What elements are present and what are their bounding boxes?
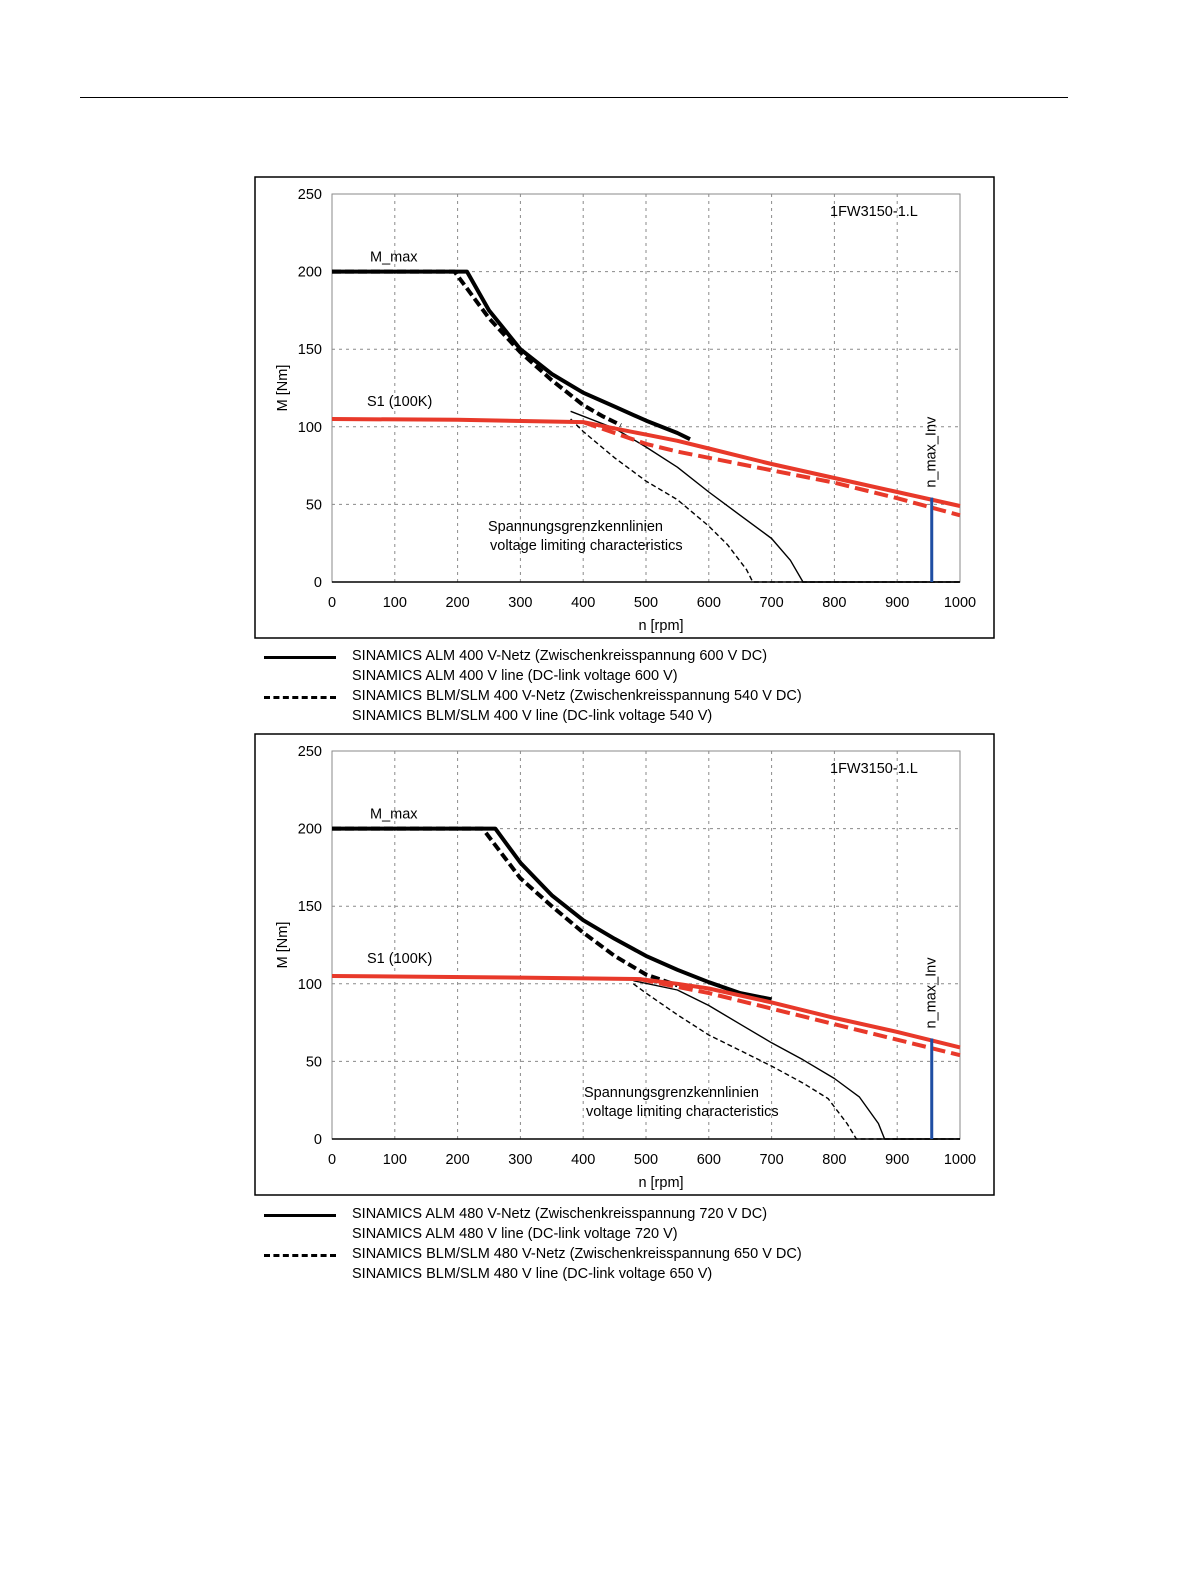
x-tick-label: 400 [571, 595, 595, 611]
legend-entry-blm-en: SINAMICS BLM/SLM 480 V line (DC-link vol… [260, 1264, 960, 1284]
legend-400v: SINAMICS ALM 400 V-Netz (Zwischenkreissp… [260, 646, 960, 726]
legend-solid-line [264, 1214, 336, 1217]
x-tick-label: 1000 [944, 1152, 976, 1168]
s1-label: S1 (100K) [367, 394, 432, 410]
x-tick-label: 800 [822, 595, 846, 611]
y-tick-label: 0 [314, 575, 322, 591]
legend-text-en: SINAMICS BLM/SLM 480 V line (DC-link vol… [352, 1266, 713, 1282]
mmax-label: M_max [370, 807, 418, 823]
x-tick-label: 700 [759, 1152, 783, 1168]
chart-frame [254, 733, 995, 1196]
y-tick-label: 100 [298, 420, 322, 436]
x-tick-label: 900 [885, 595, 909, 611]
legend-text-de: SINAMICS ALM 400 V-Netz (Zwischenkreissp… [352, 648, 768, 664]
legend-480v: SINAMICS ALM 480 V-Netz (Zwischenkreissp… [260, 1204, 960, 1284]
motor-type-label: 1FW3150-1.L [830, 761, 918, 777]
series-red-dashed [582, 420, 961, 518]
torque-speed-chart-400v: 0 100 200 300 400 500 600 700 800 900 1000 0 50 100 15… [254, 176, 995, 639]
legend-text-de: SINAMICS BLM/SLM 400 V-Netz (Zwischenkre… [352, 688, 802, 704]
legend-entry-blm: SINAMICS BLM/SLM 480 V-Netz (Zwischenkre… [260, 1244, 960, 1264]
y-tick-label: 250 [298, 744, 322, 760]
x-tick-label: 100 [383, 1152, 407, 1168]
legend-dashed-line [264, 1254, 336, 1257]
series-black-thin-dashed [632, 983, 960, 1140]
series-black-thick-solid [332, 826, 772, 1002]
legend-text-de: SINAMICS ALM 480 V-Netz (Zwischenkreissp… [352, 1206, 768, 1222]
x-tick-label: 100 [383, 595, 407, 611]
x-tick-label: 200 [445, 1152, 469, 1168]
legend-entry-blm: SINAMICS BLM/SLM 400 V-Netz (Zwischenkre… [260, 686, 960, 706]
x-tick-label: 800 [822, 1152, 846, 1168]
mmax-label: M_max [370, 250, 418, 266]
x-tick-label: 700 [759, 595, 783, 611]
legend-dashed-line [264, 696, 336, 699]
series-red-solid [331, 417, 961, 508]
y-tick-label: 250 [298, 187, 322, 203]
n-max-inv-label: n_max_Inv [924, 416, 940, 488]
header-rule [80, 97, 1068, 98]
x-tick-label: 600 [697, 595, 721, 611]
chart-frame [254, 176, 995, 639]
y-tick-label: 150 [298, 899, 322, 915]
x-tick-label: 900 [885, 1152, 909, 1168]
y-tick-label: 50 [306, 497, 322, 513]
y-tick-label: 0 [314, 1132, 322, 1148]
voltage-limit-label-en: voltage limiting characteristics [490, 538, 683, 554]
voltage-limit-label-en: voltage limiting characteristics [586, 1104, 779, 1120]
series-black-thick-dashed [332, 826, 679, 988]
x-tick-label: 500 [634, 595, 658, 611]
chart-svg-480v: 0 100 200 300 400 500 600 700 800 900 1000 0 50 100 15… [254, 733, 995, 1196]
chart-svg-400v: 0 100 200 300 400 500 600 700 800 900 1000 0 50 100 15… [254, 176, 995, 639]
y-tick-label: 200 [298, 265, 322, 281]
x-tick-label: 600 [697, 1152, 721, 1168]
y-tick-label: 200 [298, 822, 322, 838]
x-tick-label: 200 [445, 595, 469, 611]
series-black-thin-solid [633, 980, 960, 1140]
x-tick-label: 400 [571, 1152, 595, 1168]
voltage-limit-label-de: Spannungsgrenzkennlinien [488, 519, 663, 535]
y-axis-label: M [Nm] [275, 365, 291, 412]
legend-entry-alm-en: SINAMICS ALM 480 V line (DC-link voltage… [260, 1224, 960, 1244]
x-tick-label: 500 [634, 1152, 658, 1168]
legend-text-en: SINAMICS ALM 480 V line (DC-link voltage… [352, 1226, 678, 1242]
x-tick-label: 0 [328, 1152, 336, 1168]
y-tick-label: 50 [306, 1054, 322, 1070]
voltage-limit-label-de: Spannungsgrenzkennlinien [584, 1085, 759, 1101]
x-axis-label: n [rpm] [638, 1175, 683, 1191]
legend-text-de: SINAMICS BLM/SLM 480 V-Netz (Zwischenkre… [352, 1246, 802, 1262]
legend-text-en: SINAMICS BLM/SLM 400 V line (DC-link vol… [352, 708, 713, 724]
series-black-thick-solid [332, 269, 691, 441]
y-tick-label: 150 [298, 342, 322, 358]
series-red-solid [331, 974, 961, 1050]
legend-entry-alm: SINAMICS ALM 480 V-Netz (Zwischenkreissp… [260, 1204, 960, 1224]
series-red-dashed [639, 977, 961, 1058]
legend-text-en: SINAMICS ALM 400 V line (DC-link voltage… [352, 668, 678, 684]
x-tick-label: 300 [508, 595, 532, 611]
x-tick-label: 300 [508, 1152, 532, 1168]
x-axis-label: n [rpm] [638, 618, 683, 634]
y-tick-label: 100 [298, 977, 322, 993]
y-axis-label: M [Nm] [275, 922, 291, 969]
torque-speed-chart-480v: 0 100 200 300 400 500 600 700 800 900 1000 0 50 100 15… [254, 733, 995, 1196]
x-tick-label: 1000 [944, 595, 976, 611]
series-black-thick-dashed [332, 269, 622, 427]
legend-solid-line [264, 656, 336, 659]
motor-type-label: 1FW3150-1.L [830, 204, 918, 220]
legend-entry-alm-en: SINAMICS ALM 400 V line (DC-link voltage… [260, 666, 960, 686]
n-max-inv-label: n_max_Inv [924, 957, 940, 1029]
x-tick-label: 0 [328, 595, 336, 611]
s1-label: S1 (100K) [367, 951, 432, 967]
legend-entry-alm: SINAMICS ALM 400 V-Netz (Zwischenkreissp… [260, 646, 960, 666]
legend-entry-blm-en: SINAMICS BLM/SLM 400 V line (DC-link vol… [260, 706, 960, 726]
